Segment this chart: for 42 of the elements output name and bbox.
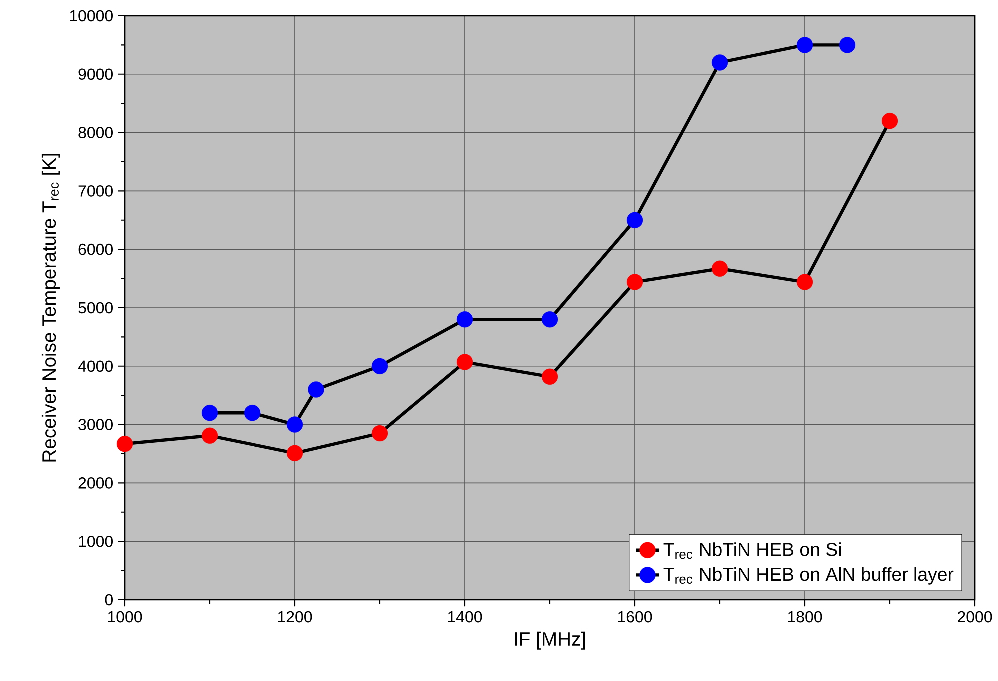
point: [712, 54, 728, 71]
x-tick-label: 1600: [618, 611, 652, 623]
x-tick-label: 1000: [108, 611, 142, 623]
point: [116, 436, 134, 452]
y-tick-label: 2000: [78, 478, 113, 489]
point: [626, 212, 644, 228]
y-tick-label: 4000: [78, 360, 113, 372]
point: [626, 274, 644, 290]
point: [456, 354, 474, 370]
x-tick-label: 2000: [958, 611, 992, 623]
point: [542, 312, 558, 328]
point: [372, 358, 388, 374]
point: [542, 368, 558, 385]
point: [796, 37, 814, 54]
point: [244, 405, 261, 422]
y-tick-label: 5000: [78, 302, 113, 314]
y-tick-label: 8000: [78, 127, 113, 138]
y-axis-title: Receiver Noise Temperature T$_{rec}$ [K]: [42, 154, 60, 462]
x-tick-label: 1200: [278, 611, 312, 623]
point: [286, 445, 304, 462]
y-tick-label: 10000: [70, 10, 113, 22]
legend-label: T$_{rec}$ NbTiN HEB on Si: [664, 542, 841, 560]
point: [796, 274, 814, 290]
point: [202, 428, 218, 444]
point: [882, 113, 898, 130]
point: [372, 425, 388, 442]
point: [308, 382, 324, 398]
point: [839, 37, 856, 54]
point: [286, 416, 304, 433]
x-tick-label: 1400: [448, 611, 482, 623]
y-tick-label: 6000: [78, 244, 113, 256]
y-tick-label: 3000: [78, 419, 113, 430]
y-tick-label: 9000: [78, 68, 113, 80]
point: [712, 260, 728, 277]
y-tick-label: 0: [105, 594, 114, 606]
x-axis-title: IF [MHz]: [515, 632, 586, 650]
point: [456, 312, 474, 328]
legend-label: T$_{rec}$ NbTiN HEB on AlN buffer layer: [664, 567, 954, 585]
y-tick-label: 1000: [79, 536, 113, 548]
x-tick-label: 1800: [788, 611, 822, 623]
y-tick-label: 7000: [78, 186, 113, 197]
point: [202, 405, 218, 422]
